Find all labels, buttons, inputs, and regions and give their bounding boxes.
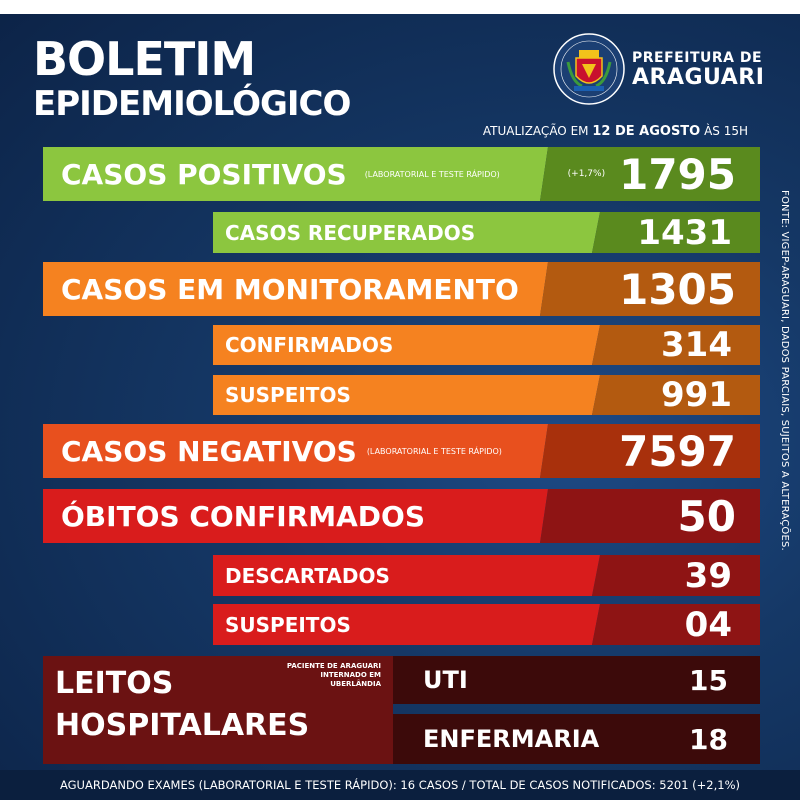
leitos-note-line1: PACIENTE DE ARAGUARI <box>286 662 381 670</box>
bar-positivos-value <box>540 147 760 201</box>
footer-summary: AGUARDANDO EXAMES (LABORATORIAL E TESTE … <box>0 770 800 800</box>
enfermaria-label: ENFERMARIA <box>423 725 600 753</box>
bar-recuperados <box>213 212 600 253</box>
suspeitos-label: SUSPEITOS <box>225 383 351 407</box>
recuperados-label: CASOS RECUPERADOS <box>225 220 476 245</box>
positivos-label: CASOS POSITIVOS <box>61 157 347 191</box>
row-uti: UTI 15 <box>393 656 760 704</box>
update-prefix: ATUALIZAÇÃO EM <box>482 124 589 138</box>
bar-confirmados-value <box>592 325 760 365</box>
bar-suspeitos <box>213 375 600 415</box>
bar-monitoramento <box>43 262 548 316</box>
bar-obitos-suspeitos <box>213 604 600 645</box>
row-positivos: CASOS POSITIVOS (LABORATORIAL E TESTE RÁ… <box>43 147 760 201</box>
row-obitos-suspeitos: SUSPEITOS 04 <box>213 604 760 645</box>
row-recuperados: CASOS RECUPERADOS 1431 <box>213 212 760 253</box>
bar-negativos <box>43 424 548 478</box>
positivos-value-wrap: (+1,7%) 1795 <box>568 147 736 201</box>
bar-descartados <box>213 555 600 596</box>
update-date: 12 DE AGOSTO <box>592 124 701 139</box>
obitos-suspeitos-label: SUSPEITOS <box>225 612 351 637</box>
bar-enfermaria <box>393 714 760 764</box>
positivos-delta: (+1,7%) <box>567 169 606 179</box>
suspeitos-value: 991 <box>661 375 732 415</box>
bar-uti <box>393 656 760 704</box>
title-line1: BOLETIM <box>33 32 256 86</box>
update-info: ATUALIZAÇÃO EM 12 DE AGOSTO ÀS 15H <box>483 124 748 139</box>
source-note: FONTE: VIGEP-ARAGUARI, DADOS PARCIAIS, S… <box>779 190 790 551</box>
bar-negativos-value <box>540 424 760 478</box>
title-line2: EPIDEMIOLÓGICO <box>33 84 351 124</box>
leitos-note-line3: UBERLÂNDIA <box>330 680 381 688</box>
row-descartados: DESCARTADOS 39 <box>213 555 760 596</box>
bar-descartados-value <box>592 555 760 596</box>
recuperados-value: 1431 <box>637 212 732 253</box>
negativos-label: CASOS NEGATIVOS <box>61 434 357 468</box>
row-confirmados: CONFIRMADOS 314 <box>213 325 760 365</box>
positivos-note: (LABORATORIAL E TESTE RÁPIDO) <box>364 169 500 179</box>
top-strip <box>0 0 800 14</box>
leitos-title-line1: LEITOS <box>55 666 174 701</box>
leitos-title-line2: HOSPITALARES <box>55 708 310 743</box>
positivos-label-wrap: CASOS POSITIVOS (LABORATORIAL E TESTE RÁ… <box>61 147 500 201</box>
org-name-line1: PREFEITURA DE <box>632 50 763 66</box>
confirmados-value: 314 <box>661 325 732 365</box>
negativos-label-wrap: CASOS NEGATIVOS (LABORATORIAL E TESTE RÁ… <box>61 424 502 478</box>
row-monitoramento: CASOS EM MONITORAMENTO 1305 <box>43 262 760 316</box>
coat-of-arms-icon <box>553 33 625 105</box>
confirmados-label: CONFIRMADOS <box>225 333 394 357</box>
descartados-value: 39 <box>684 555 732 596</box>
bar-obitos-value <box>540 489 760 543</box>
bar-monitoramento-value <box>540 262 760 316</box>
monitoramento-label: CASOS EM MONITORAMENTO <box>61 272 519 306</box>
positivos-value: 1795 <box>619 149 736 199</box>
update-suffix: ÀS 15H <box>704 124 748 138</box>
bar-positivos <box>43 147 548 201</box>
negativos-value: 7597 <box>619 426 736 476</box>
descartados-label: DESCARTADOS <box>225 563 390 588</box>
org-name-line2: ARAGUARI <box>632 65 765 90</box>
bar-leitos <box>43 656 393 764</box>
row-enfermaria: ENFERMARIA 18 <box>393 714 760 764</box>
bar-suspeitos-value <box>592 375 760 415</box>
row-suspeitos: SUSPEITOS 991 <box>213 375 760 415</box>
monitoramento-value: 1305 <box>619 264 736 314</box>
obitos-label: ÓBITOS CONFIRMADOS <box>61 499 426 533</box>
obitos-suspeitos-value: 04 <box>684 604 732 645</box>
row-negativos: CASOS NEGATIVOS (LABORATORIAL E TESTE RÁ… <box>43 424 760 478</box>
leitos-panel: LEITOS HOSPITALARES PACIENTE DE ARAGUARI… <box>43 656 393 764</box>
obitos-value: 50 <box>677 491 736 541</box>
negativos-note: (LABORATORIAL E TESTE RÁPIDO) <box>366 446 502 456</box>
uti-label: UTI <box>423 666 468 694</box>
bar-confirmados <box>213 325 600 365</box>
bar-obitos-suspeitos-value <box>592 604 760 645</box>
row-obitos: ÓBITOS CONFIRMADOS 50 <box>43 489 760 543</box>
uti-value: 15 <box>689 663 728 697</box>
leitos-note-line2: INTERNADO EM <box>320 671 381 679</box>
bar-recuperados-value <box>592 212 760 253</box>
leitos-note: PACIENTE DE ARAGUARI INTERNADO EM UBERLÂ… <box>287 662 381 689</box>
bar-obitos <box>43 489 548 543</box>
enfermaria-value: 18 <box>689 722 728 756</box>
